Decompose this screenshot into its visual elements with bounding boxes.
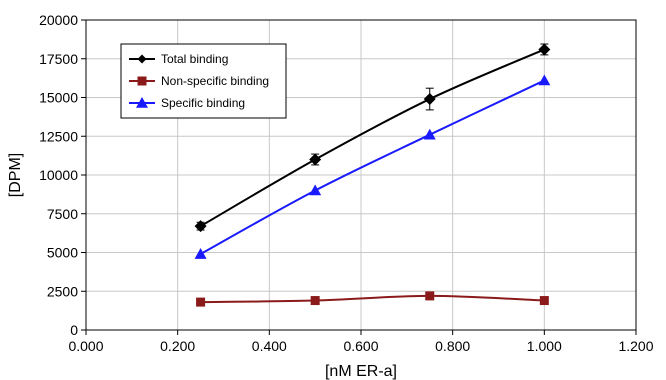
series-non-specific-binding (196, 291, 549, 307)
data-point (194, 248, 207, 259)
data-point (425, 291, 435, 301)
y-tick-label: 2500 (47, 283, 78, 299)
y-tick-label: 15000 (39, 90, 78, 106)
series-line (200, 79, 545, 255)
legend-label: Total binding (161, 52, 228, 66)
data-point (423, 93, 436, 106)
data-point (196, 297, 206, 307)
data-point (538, 74, 551, 86)
x-tick-label: 0.400 (252, 338, 287, 354)
legend-marker (137, 76, 147, 86)
legend: Total binding Non-specific binding Specifi… (120, 43, 287, 119)
series-layer (194, 43, 551, 307)
y-tick-label: 7500 (47, 206, 78, 222)
legend-item-non-specific-binding: Non-specific binding (129, 74, 269, 88)
x-tick-label: 0.000 (68, 338, 103, 354)
legend-item-total-binding: Total binding (129, 52, 228, 66)
data-point (309, 184, 322, 196)
x-tick-label: 0.800 (435, 338, 470, 354)
series-specific-binding (194, 74, 551, 259)
x-tick-label: 1.200 (618, 338, 653, 354)
y-tick-label: 0 (70, 322, 78, 338)
x-axis-title: [nM ER-a] (325, 363, 397, 380)
series-line (200, 48, 545, 228)
data-point (310, 296, 320, 306)
y-tick-label: 17500 (39, 51, 78, 67)
legend-label: Specific binding (161, 96, 245, 110)
legend-marker (136, 97, 148, 108)
x-tick-label: 1.000 (527, 338, 562, 354)
tick-layer: 0 2500 5000 7500 10000 12500 15000 17500 20000 0.… (39, 12, 654, 354)
data-point (538, 43, 551, 56)
data-point (309, 153, 322, 166)
legend-item-specific-binding: Specific binding (129, 96, 245, 110)
series-total-binding (194, 43, 551, 233)
x-tick-label: 0.200 (160, 338, 195, 354)
y-tick-label: 10000 (39, 167, 78, 183)
y-tick-label: 20000 (39, 12, 78, 28)
data-point (194, 220, 207, 233)
x-tick-label: 0.600 (343, 338, 378, 354)
series-line (200, 294, 545, 304)
y-axis-title: [DPM] (7, 153, 24, 197)
data-point (539, 296, 549, 306)
y-tick-label: 12500 (39, 128, 78, 144)
legend-marker (137, 54, 147, 64)
data-point (423, 128, 436, 140)
legend-label: Non-specific binding (161, 74, 269, 88)
y-tick-label: 5000 (47, 245, 78, 261)
